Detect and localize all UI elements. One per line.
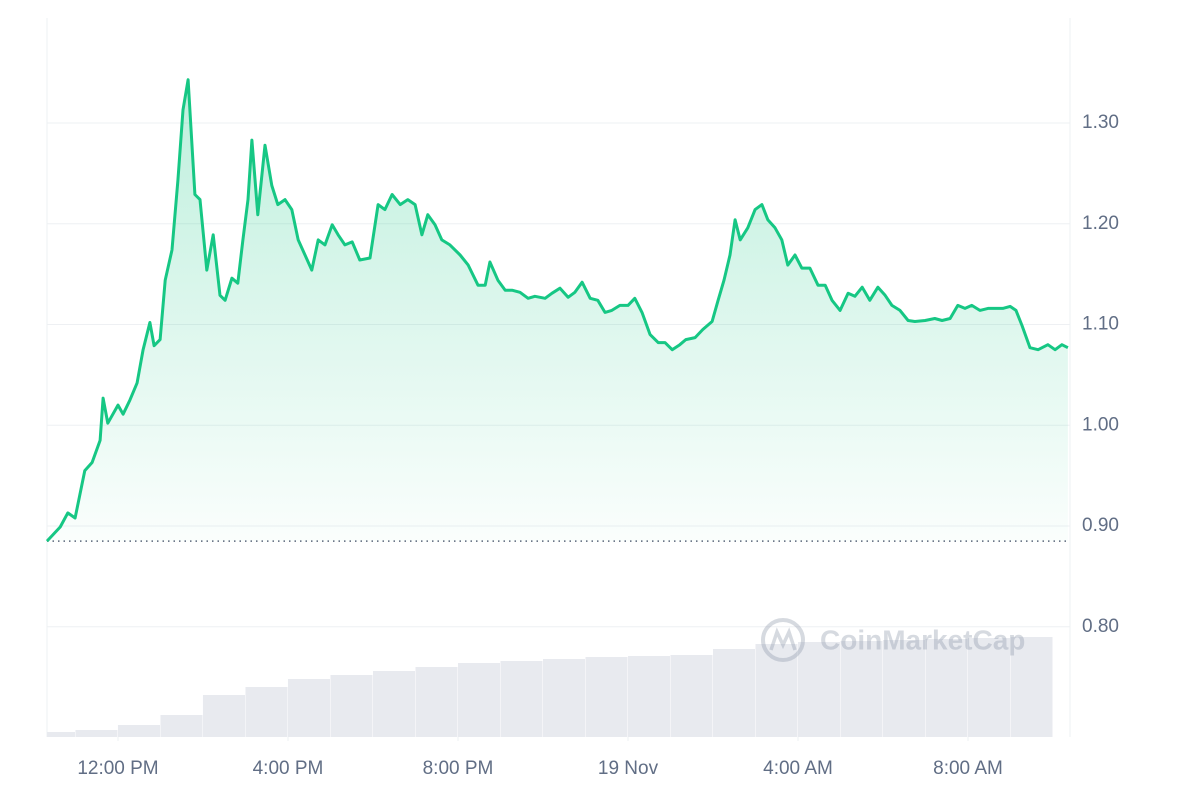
- watermark-logo: [769, 627, 797, 651]
- volume-bar: [415, 667, 458, 737]
- x-tick-label: 12:00 PM: [77, 758, 158, 779]
- price-line: [45, 78, 1069, 543]
- volume-bar: [755, 644, 798, 737]
- volume-bar: [330, 675, 373, 737]
- price-area: [47, 79, 1068, 542]
- volume-bar: [47, 732, 75, 737]
- volume-bar: [457, 663, 500, 737]
- volume-bar: [797, 642, 840, 737]
- volume-bar: [627, 656, 670, 737]
- volume-bar: [500, 661, 543, 737]
- volume-bar: [202, 695, 245, 737]
- x-tick-label: 4:00 AM: [763, 758, 833, 779]
- volume-bar: [287, 679, 330, 737]
- volume-bar: [882, 640, 925, 737]
- y-tick-label: 0.80: [1082, 616, 1119, 637]
- volume-bar: [160, 715, 203, 737]
- volume-bar: [670, 655, 713, 737]
- x-tick-label: 4:00 PM: [253, 758, 324, 779]
- watermark-logo: [761, 618, 805, 662]
- x-tick-label: 19 Nov: [598, 758, 659, 779]
- volume-bar: [1010, 637, 1053, 737]
- volume-bar: [585, 657, 628, 737]
- volume-bar: [117, 725, 160, 737]
- volume-bar: [372, 671, 415, 737]
- volume-bar: [542, 659, 585, 737]
- y-tick-label: 1.20: [1082, 213, 1119, 234]
- watermark: CoinMarketCap: [761, 618, 1025, 662]
- y-tick-label: 1.30: [1082, 112, 1119, 133]
- volume-bar: [967, 638, 1010, 737]
- volume-bar: [245, 687, 288, 737]
- volume-bar: [840, 641, 883, 737]
- volume-bar: [925, 639, 968, 737]
- x-tick-label: 8:00 AM: [933, 758, 1003, 779]
- watermark-text: CoinMarketCap: [820, 624, 1025, 655]
- volume-bar: [75, 730, 118, 737]
- y-tick-label: 1.10: [1082, 314, 1119, 335]
- y-tick-label: 1.00: [1082, 414, 1119, 435]
- y-tick-label: 0.90: [1082, 515, 1119, 536]
- x-tick-label: 8:00 PM: [423, 758, 494, 779]
- volume-bar: [712, 649, 755, 737]
